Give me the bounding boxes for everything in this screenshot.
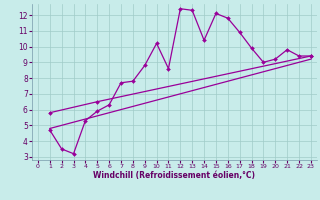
X-axis label: Windchill (Refroidissement éolien,°C): Windchill (Refroidissement éolien,°C) xyxy=(93,171,255,180)
